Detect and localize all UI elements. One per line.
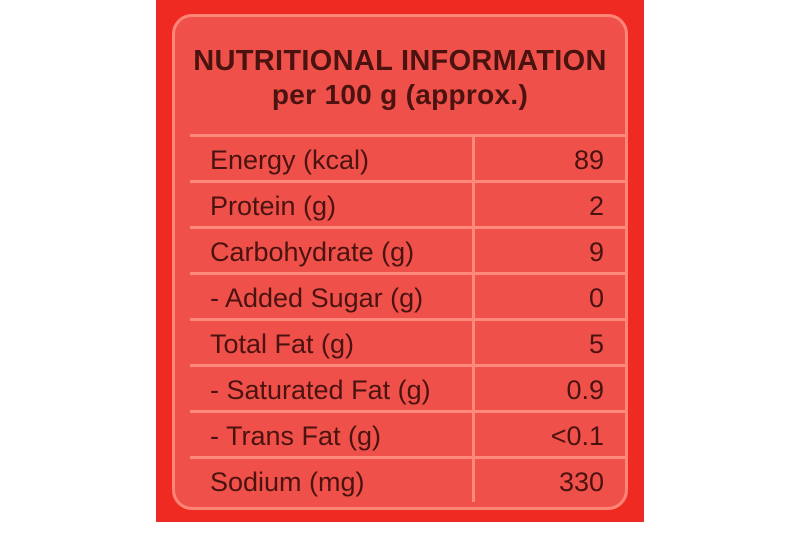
nutrient-name: Sodium (mg) xyxy=(210,467,365,497)
nutrient-name: - Added Sugar (g) xyxy=(210,283,424,313)
nutrition-title: NUTRITIONAL INFORMATION xyxy=(193,45,607,77)
table-row-carbohydrate: Carbohydrate (g) 9 xyxy=(190,226,625,272)
column-divider xyxy=(472,275,475,318)
table-row-total-fat: Total Fat (g) 5 xyxy=(190,318,625,364)
nutrient-name: Total Fat (g) xyxy=(210,329,355,359)
column-divider xyxy=(472,413,475,456)
nutrient-value: 0 xyxy=(588,283,604,313)
table-row-energy: Energy (kcal) 89 xyxy=(190,134,625,180)
nutrient-value: 0.9 xyxy=(566,375,604,405)
column-divider xyxy=(472,137,475,180)
table-row-added-sugar: - Added Sugar (g) 0 xyxy=(190,272,625,318)
column-divider xyxy=(472,183,475,226)
nutrient-name: Carbohydrate (g) xyxy=(210,237,415,267)
table-row-protein: Protein (g) 2 xyxy=(190,180,625,226)
nutrient-value: <0.1 xyxy=(550,421,604,451)
nutrition-table: Energy (kcal) 89 Protein (g) 2 Carbohydr… xyxy=(190,134,625,507)
table-row-sodium: Sodium (mg) 330 xyxy=(190,456,625,502)
nutrition-panel: NUTRITIONAL INFORMATION per 100 g (appro… xyxy=(172,14,628,510)
nutrient-value: 2 xyxy=(588,191,604,221)
package-background: NUTRITIONAL INFORMATION per 100 g (appro… xyxy=(156,0,644,522)
nutrient-name: - Trans Fat (g) xyxy=(210,421,382,451)
nutrient-value: 89 xyxy=(573,145,604,175)
table-row-trans-fat: - Trans Fat (g) <0.1 xyxy=(190,410,625,456)
column-divider xyxy=(472,459,475,502)
nutrient-name: Energy (kcal) xyxy=(210,145,370,175)
nutrition-heading: NUTRITIONAL INFORMATION per 100 g (appro… xyxy=(175,17,625,125)
column-divider xyxy=(472,321,475,364)
column-divider xyxy=(472,229,475,272)
nutrient-value: 330 xyxy=(558,467,604,497)
nutrient-value: 5 xyxy=(588,329,604,359)
column-divider xyxy=(472,367,475,410)
nutrient-name: Protein (g) xyxy=(210,191,337,221)
nutrition-subtitle: per 100 g (approx.) xyxy=(271,79,529,110)
nutrient-value: 9 xyxy=(588,237,604,267)
table-row-saturated-fat: - Saturated Fat (g) 0.9 xyxy=(190,364,625,410)
nutrient-name: - Saturated Fat (g) xyxy=(210,375,431,405)
